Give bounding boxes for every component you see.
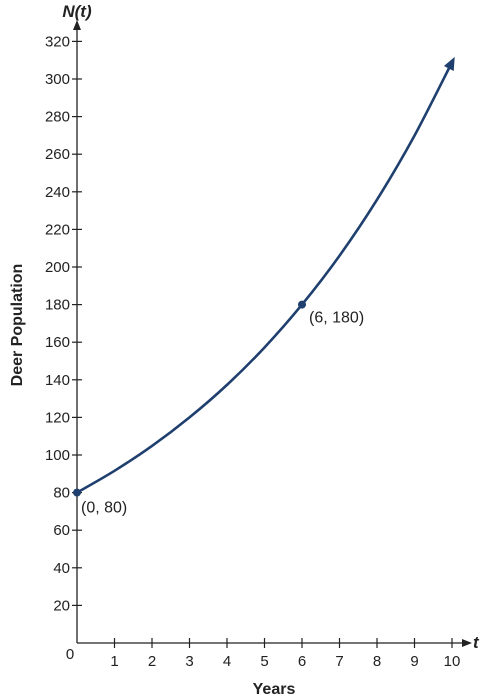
x-tick-label: 2 xyxy=(148,653,156,670)
y-tick-label: 280 xyxy=(45,109,70,126)
point-label-6-180: (6, 180) xyxy=(309,310,364,327)
x-tick-label: 10 xyxy=(444,653,461,670)
x-tick-label: 7 xyxy=(335,653,343,670)
x-tick-label: 4 xyxy=(223,653,231,670)
x-ticks: 1 2 3 4 5 6 7 8 9 10 xyxy=(110,638,460,670)
y-axis-arrowhead xyxy=(73,20,81,30)
y-tick-label: 120 xyxy=(45,409,70,426)
x-tick-label: 8 xyxy=(373,653,381,670)
y-axis-title: Deer Population xyxy=(9,264,26,387)
y-tick-label: 20 xyxy=(53,597,70,614)
y-tick-label: 300 xyxy=(45,71,70,88)
y-tick-label: 260 xyxy=(45,146,70,163)
y-tick-label: 80 xyxy=(53,485,70,502)
curve-arrowhead xyxy=(443,56,455,72)
y-tick-label: 200 xyxy=(45,259,70,276)
population-curve xyxy=(75,60,454,494)
y-tick-label: 60 xyxy=(53,522,70,539)
x-axis-title: Years xyxy=(253,681,296,698)
x-tick-label: 5 xyxy=(260,653,268,670)
point-0-80 xyxy=(73,488,81,497)
y-tick-label: 240 xyxy=(45,184,70,201)
x-tick-label: 3 xyxy=(185,653,193,670)
y-tick-label: 140 xyxy=(45,372,70,389)
x-axis-arrowhead xyxy=(462,639,472,647)
y-ticks: 20 40 60 80 100 120 140 160 180 200 220 240 260 280 30… xyxy=(45,33,82,614)
y-axis-variable-label: N(t) xyxy=(62,2,92,21)
x-tick-label: 1 xyxy=(110,653,118,670)
point-6-180 xyxy=(298,300,306,309)
axes xyxy=(73,20,472,647)
point-label-0-80: (0, 80) xyxy=(81,500,127,517)
y-tick-label: 320 xyxy=(45,33,70,50)
y-tick-label: 160 xyxy=(45,334,70,351)
x-tick-label: 6 xyxy=(298,653,306,670)
x-axis-variable-label: t xyxy=(473,633,480,652)
y-tick-label: 40 xyxy=(53,560,70,577)
origin-tick-label: 0 xyxy=(66,646,74,663)
y-tick-label: 220 xyxy=(45,221,70,238)
y-tick-label: 100 xyxy=(45,447,70,464)
y-tick-label: 180 xyxy=(45,297,70,314)
x-tick-label: 9 xyxy=(410,653,418,670)
